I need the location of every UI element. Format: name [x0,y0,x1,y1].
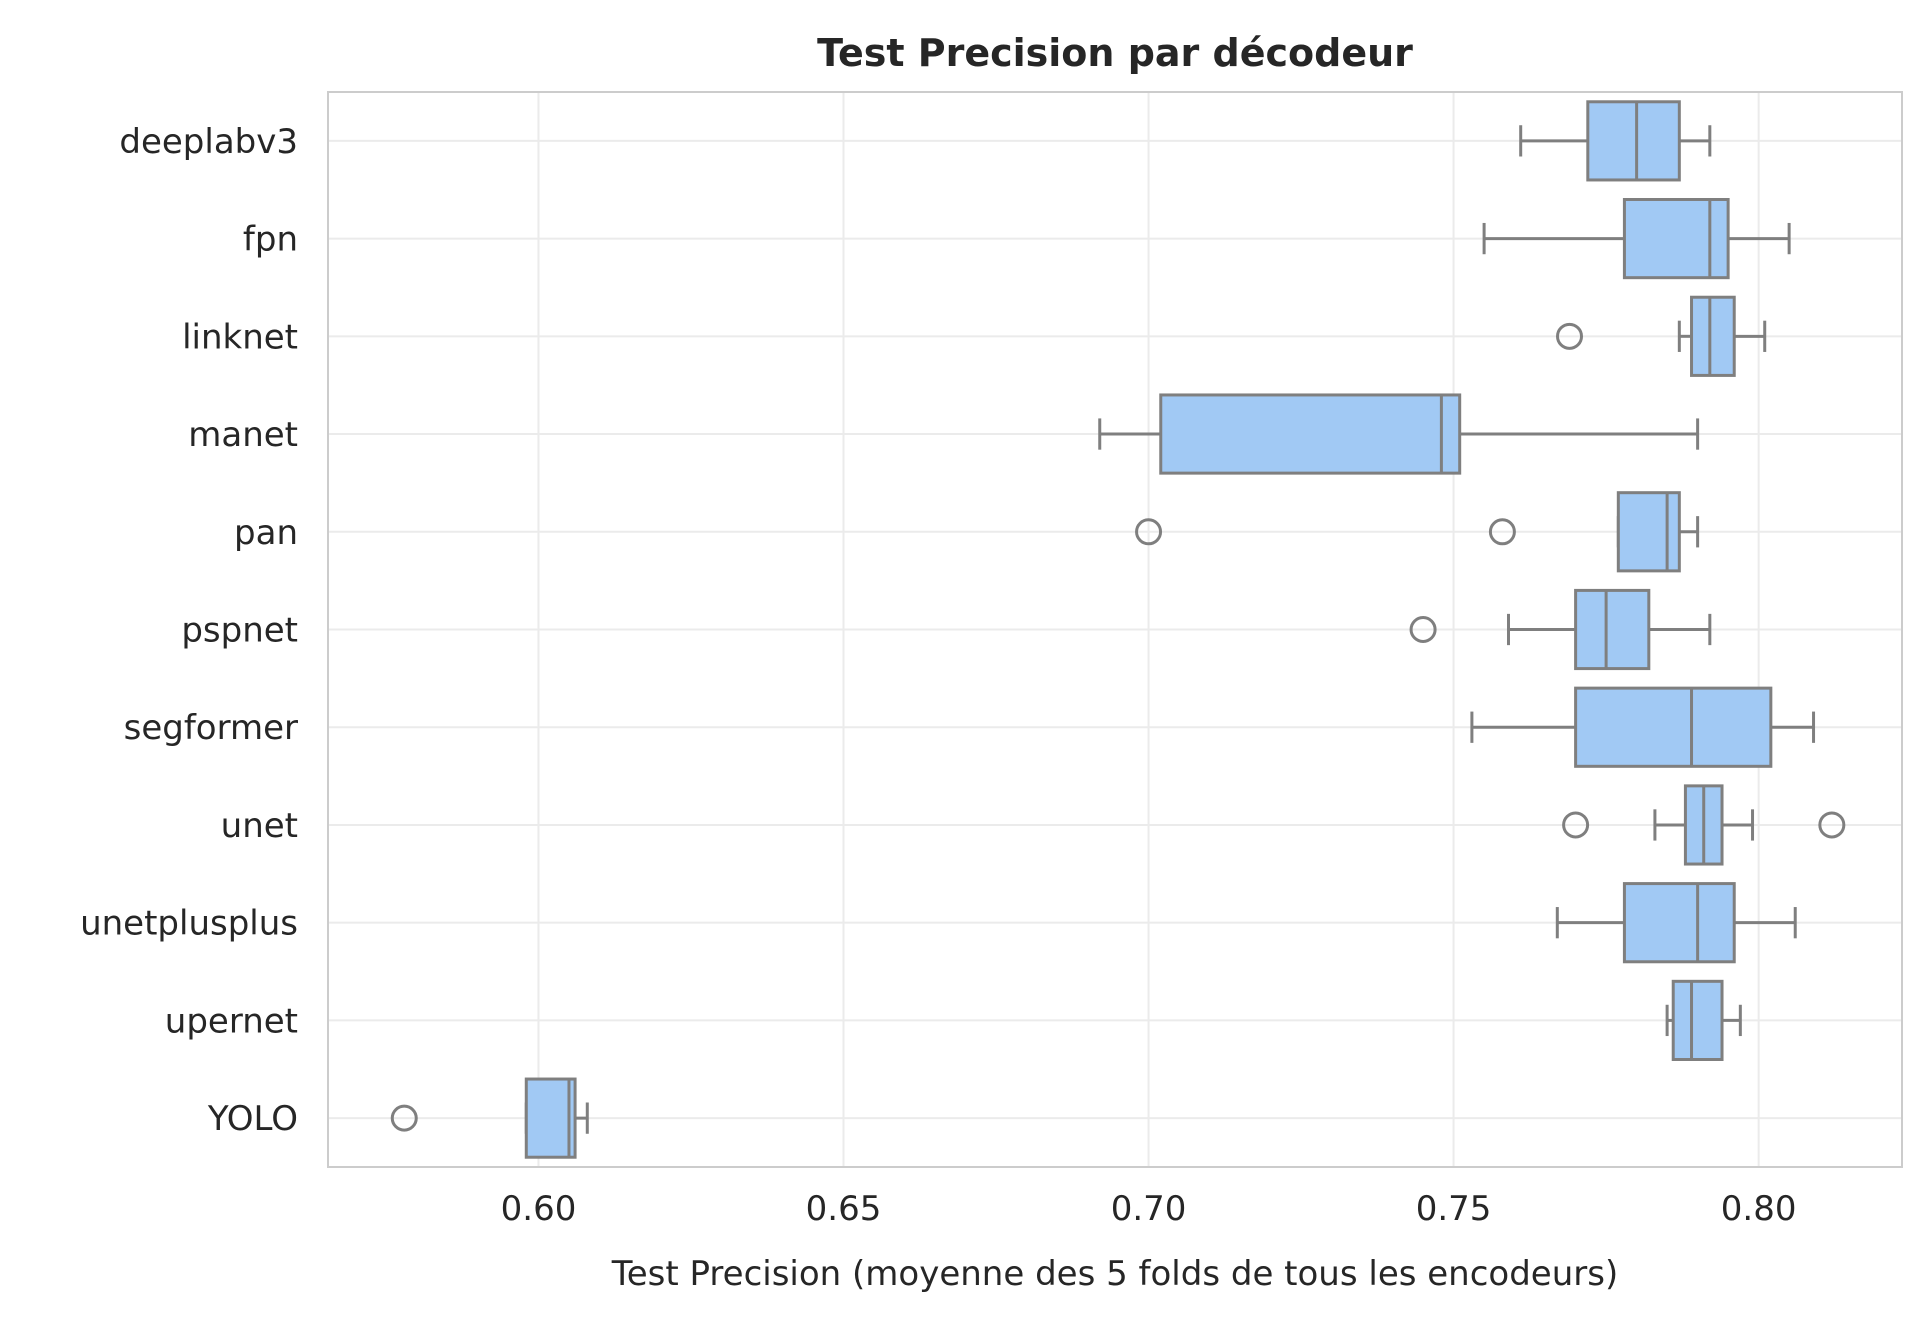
y-tick-labels: deeplabv3 fpn linknet manet pan pspnet segform… [80,122,298,1139]
x-axis-label: Test Precision (moyenne des 5 folds de t… [611,1254,1618,1294]
outlier-point [390,1104,418,1132]
box-unet [1562,784,1846,866]
y-tick-label: upernet [165,1001,298,1041]
y-tick-label: linknet [182,317,298,357]
y-tick-label: fpn [243,220,298,260]
outlier-point [1135,518,1163,546]
y-tick-label: segformer [124,708,298,748]
iqr-box [1159,393,1462,475]
iqr-box [1690,295,1736,377]
x-tick-label: 0.80 [1721,1189,1797,1229]
iqr-box [1586,100,1681,182]
iqr-box [1671,979,1724,1061]
box-segformer [1470,686,1816,768]
iqr-box [524,1077,577,1159]
y-tick-label: YOLO [207,1099,298,1139]
y-tick-label: pspnet [181,611,298,651]
y-tick-label: pan [234,513,298,553]
plot-frame [327,91,1903,1168]
box-YOLO [390,1077,589,1159]
box-linknet [1556,295,1767,377]
iqr-box [1616,491,1681,573]
y-tick-label: unet [221,806,298,846]
box-fpn [1482,198,1791,280]
x-tick-label: 0.75 [1416,1189,1492,1229]
box-pan [1135,491,1700,573]
x-tick-label: 0.65 [806,1189,882,1229]
box-pspnet [1409,588,1712,671]
iqr-box [1622,882,1736,964]
boxes-layer [390,100,1846,1159]
iqr-box [1574,686,1773,768]
y-tick-label: manet [188,415,298,455]
y-tick-label: deeplabv3 [119,122,298,162]
outlier-point [1818,811,1846,839]
box-manet [1098,393,1700,475]
outlier-point [1488,518,1516,546]
outlier-point [1562,811,1590,839]
box-unetplusplus [1555,882,1797,964]
x-tick-label: 0.70 [1111,1189,1187,1229]
x-tick-label: 0.60 [501,1189,577,1229]
x-tick-labels: 0.60 0.65 0.70 0.75 0.80 [501,1189,1797,1229]
y-tick-label: unetplusplus [80,904,298,944]
iqr-box [1574,588,1651,671]
outlier-point [1556,322,1584,350]
chart-title: Test Precision par décodeur [817,31,1413,75]
iqr-box [1622,198,1730,280]
outlier-point [1409,616,1437,643]
box-deeplabv3 [1519,100,1712,182]
box-upernet [1665,979,1742,1061]
